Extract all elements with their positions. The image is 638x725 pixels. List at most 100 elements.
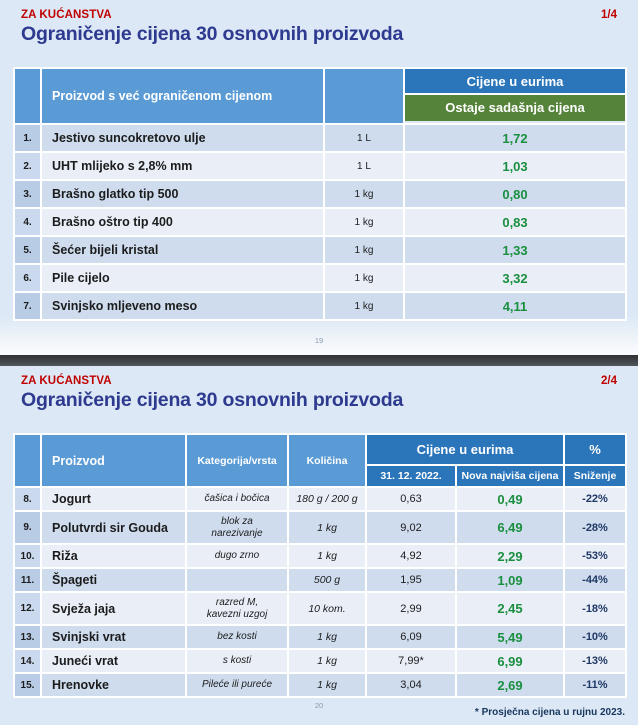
new-max-price: 1,09	[455, 567, 565, 593]
slide-divider-bar	[0, 355, 638, 366]
product-name: Svinjsko mljeveno meso	[40, 291, 325, 321]
product-category: razred M, kavezni uzgoj	[185, 591, 289, 626]
product-quantity: 500 g	[287, 567, 367, 593]
capped-price: 3,32	[403, 263, 627, 293]
row-number: 15.	[13, 672, 42, 698]
slide2-page-number: 20	[314, 701, 324, 710]
product-quantity: 1 kg	[287, 624, 367, 650]
product-name: Jogurt	[40, 486, 187, 512]
product-category	[185, 567, 289, 593]
table2-category-header: Kategorija/vrsta	[185, 433, 289, 488]
price-cap-table-2: Proizvod Kategorija/vrsta Količina Cijen…	[13, 433, 627, 698]
capped-price: 0,83	[403, 207, 627, 237]
table2-product-header: Proizvod	[40, 433, 187, 488]
slide1-page-indicator: 1/4	[601, 9, 617, 21]
row-number: 9.	[13, 510, 42, 545]
row-number: 5.	[13, 235, 42, 265]
table2-number-header	[13, 433, 42, 488]
old-price: 2,99	[365, 591, 457, 626]
row-number: 4.	[13, 207, 42, 237]
table1-product-header: Proizvod s već ograničenom cijenom	[40, 67, 325, 125]
slide1-title: Ograničenje cijena 30 osnovnih proizvoda	[21, 23, 404, 45]
table2-header-row-1: Proizvod Kategorija/vrsta Količina Cijen…	[13, 433, 627, 488]
product-category: čašica i bočica	[185, 486, 289, 512]
product-category: Pileće ili pureće	[185, 672, 289, 698]
product-category: s kosti	[185, 648, 289, 674]
slide1-header-row: ZA KUĆANSTVA 1/4	[0, 0, 638, 21]
product-name: UHT mlijeko s 2,8% mm	[40, 151, 325, 181]
row-number: 3.	[13, 179, 42, 209]
table2-new-price-header: Nova najviša cijena	[455, 464, 565, 488]
product-name: Brašno oštro tip 400	[40, 207, 325, 237]
product-name: Svježa jaja	[40, 591, 187, 626]
table-row: 11. Špageti 500 g 1,95 1,09 -44%	[13, 567, 627, 593]
table1-body: 1. Jestivo suncokretovo ulje 1 L 1,72 2. UHT …	[13, 123, 627, 321]
slide2-header-row: ZA KUĆANSTVA 2/4	[0, 366, 638, 387]
new-max-price: 2,45	[455, 591, 565, 626]
discount-percent: -10%	[563, 624, 627, 650]
old-price: 6,09	[365, 624, 457, 650]
product-category: blok za narezivanje	[185, 510, 289, 545]
slide2-footnote: * Prosječna cijena u rujnu 2023.	[474, 707, 625, 718]
table-row: 9. Polutvrdi sir Gouda blok za narezivanje…	[13, 510, 627, 545]
table-row: 4. Brašno oštro tip 400 1 kg 0,83	[13, 207, 627, 237]
capped-price: 1,03	[403, 151, 627, 181]
product-quantity: 1 kg	[287, 510, 367, 545]
table2-price-group-header: Cijene u eurima	[365, 433, 565, 466]
product-quantity: 1 kg	[287, 672, 367, 698]
product-category: dugo zrno	[185, 543, 289, 569]
discount-percent: -53%	[563, 543, 627, 569]
product-quantity: 1 L	[323, 151, 405, 181]
table1-header-row: Proizvod s već ograničenom cijenom Cijen…	[13, 67, 627, 125]
row-number: 10.	[13, 543, 42, 569]
table-row: 15. Hrenovke Pileće ili pureće 1 kg 3,04 2,69…	[13, 672, 627, 698]
product-quantity: 1 kg	[323, 263, 405, 293]
table-row: 3. Brašno glatko tip 500 1 kg 0,80	[13, 179, 627, 209]
product-quantity: 1 kg	[287, 543, 367, 569]
table-row: 1. Jestivo suncokretovo ulje 1 L 1,72	[13, 123, 627, 153]
discount-percent: -11%	[563, 672, 627, 698]
product-name: Juneći vrat	[40, 648, 187, 674]
discount-percent: -13%	[563, 648, 627, 674]
new-max-price: 5,49	[455, 624, 565, 650]
product-quantity: 1 kg	[323, 179, 405, 209]
old-price: 7,99*	[365, 648, 457, 674]
product-quantity: 1 kg	[323, 291, 405, 321]
price-cap-table-1: Proizvod s već ograničenom cijenom Cijen…	[13, 67, 627, 321]
slide1-eyebrow: ZA KUĆANSTVA	[21, 9, 112, 21]
discount-percent: -18%	[563, 591, 627, 626]
capped-price: 4,11	[403, 291, 627, 321]
row-number: 7.	[13, 291, 42, 321]
product-quantity: 1 kg	[323, 235, 405, 265]
slide1-page-number: 19	[314, 336, 324, 345]
capped-price: 0,80	[403, 179, 627, 209]
table2-body: 8. Jogurt čašica i bočica 180 g / 200 g 0,63…	[13, 486, 627, 698]
discount-percent: -22%	[563, 486, 627, 512]
capped-price: 1,33	[403, 235, 627, 265]
table2-percent-header: %	[563, 433, 627, 466]
table1-number-header	[13, 67, 42, 125]
table-row: 8. Jogurt čašica i bočica 180 g / 200 g 0,63…	[13, 486, 627, 512]
table1-quantity-header	[323, 67, 405, 125]
product-name: Riža	[40, 543, 187, 569]
old-price: 4,92	[365, 543, 457, 569]
product-quantity: 1 kg	[323, 207, 405, 237]
row-number: 14.	[13, 648, 42, 674]
old-price: 0,63	[365, 486, 457, 512]
product-name: Jestivo suncokretovo ulje	[40, 123, 325, 153]
table-row: 14. Juneći vrat s kosti 1 kg 7,99* 6,99 -13%	[13, 648, 627, 674]
new-max-price: 6,49	[455, 510, 565, 545]
slide2-page-indicator: 2/4	[601, 375, 617, 387]
row-number: 12.	[13, 591, 42, 626]
product-name: Brašno glatko tip 500	[40, 179, 325, 209]
product-name: Šećer bijeli kristal	[40, 235, 325, 265]
product-name: Hrenovke	[40, 672, 187, 698]
table-row: 7. Svinjsko mljeveno meso 1 kg 4,11	[13, 291, 627, 321]
product-name: Pile cijelo	[40, 263, 325, 293]
row-number: 8.	[13, 486, 42, 512]
row-number: 13.	[13, 624, 42, 650]
discount-percent: -44%	[563, 567, 627, 593]
row-number: 11.	[13, 567, 42, 593]
product-quantity: 180 g / 200 g	[287, 486, 367, 512]
